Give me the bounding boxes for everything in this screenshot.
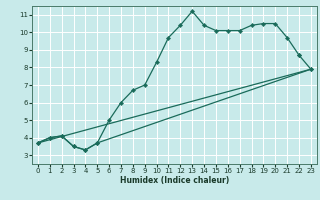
X-axis label: Humidex (Indice chaleur): Humidex (Indice chaleur)	[120, 176, 229, 185]
